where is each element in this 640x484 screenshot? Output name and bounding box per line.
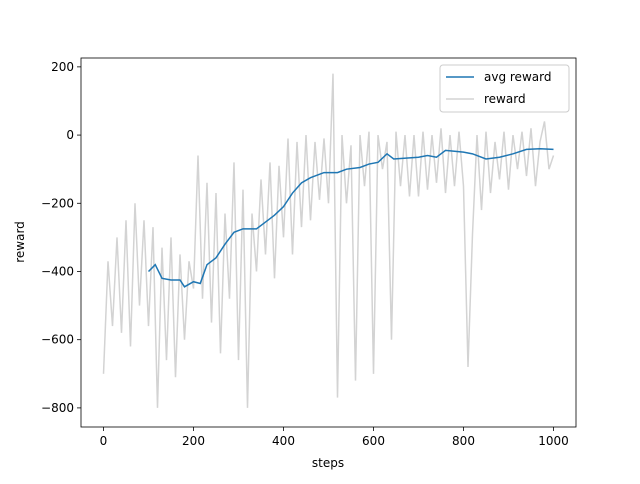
y-tick-label: −600 (41, 333, 74, 347)
y-tick-label: −800 (41, 401, 74, 415)
plot-frame (80, 57, 577, 428)
y-tick-label: −400 (41, 264, 74, 278)
x-tick-label: 200 (182, 434, 205, 448)
y-tick-label: 0 (66, 128, 74, 142)
legend-label: reward (484, 92, 526, 106)
x-axis-label: steps (312, 456, 344, 470)
x-tick-label: 800 (452, 434, 475, 448)
y-tick-label: 200 (51, 60, 74, 74)
y-axis-label: reward (13, 221, 27, 263)
x-tick-label: 400 (272, 434, 295, 448)
x-tick-label: 1000 (538, 434, 569, 448)
legend-label: avg reward (484, 70, 551, 84)
x-tick-label: 0 (100, 434, 108, 448)
y-tick-label: −200 (41, 196, 74, 210)
data-line (147, 147, 554, 288)
x-tick-label: 600 (362, 434, 385, 448)
data-line (102, 73, 555, 408)
